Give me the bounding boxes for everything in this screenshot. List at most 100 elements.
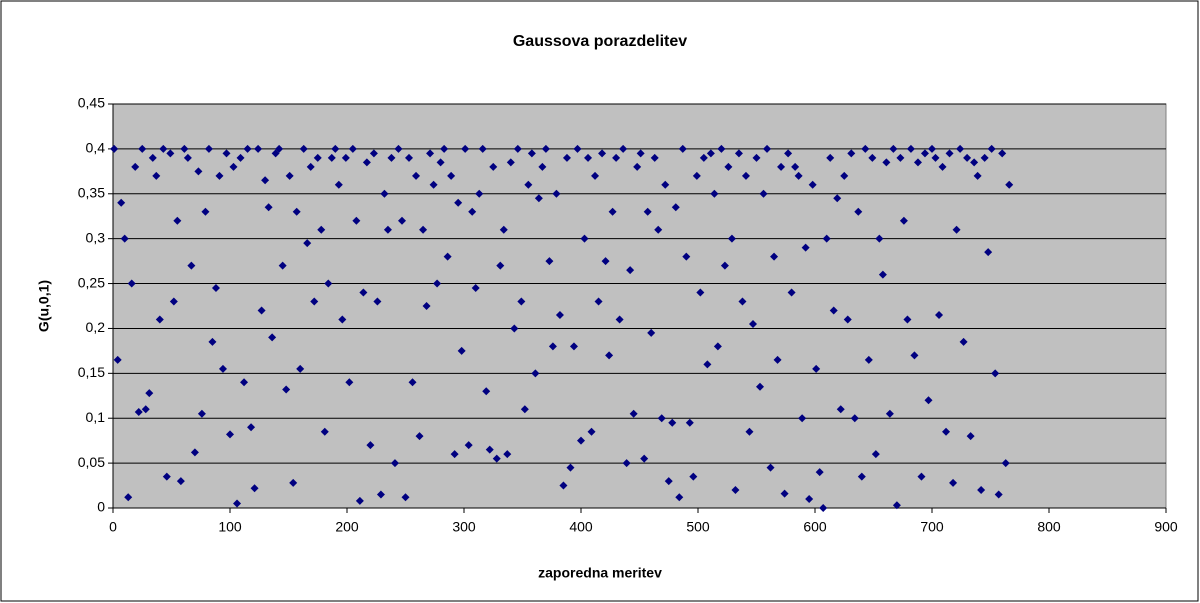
data-point [1005, 180, 1014, 189]
data-point [956, 144, 965, 153]
data-point [541, 144, 550, 153]
data-point [226, 430, 234, 439]
data-point [499, 225, 508, 234]
data-point [784, 149, 793, 158]
data-point [176, 477, 185, 486]
data-point [233, 499, 242, 508]
data-point [331, 144, 340, 153]
data-point [278, 261, 287, 270]
data-point [647, 328, 656, 337]
data-point [752, 153, 761, 162]
data-point [636, 149, 645, 158]
data-point [892, 501, 901, 510]
data-point [773, 355, 782, 364]
data-point [587, 427, 596, 436]
x-tick-label: 0 [109, 519, 117, 535]
data-point [534, 194, 543, 203]
data-point [878, 270, 887, 279]
data-point [243, 144, 252, 153]
data-point [864, 355, 873, 364]
data-point [510, 324, 519, 333]
data-point [748, 319, 757, 328]
data-point [591, 171, 600, 180]
data-point [240, 378, 249, 387]
x-axis-label: zaporedna meritev [538, 565, 662, 581]
chart-title: Gaussova porazdelitev [513, 33, 687, 50]
data-point [942, 427, 951, 436]
data-point [517, 297, 526, 306]
data-point [770, 252, 779, 261]
data-point [250, 484, 259, 493]
data-point [299, 144, 308, 153]
data-point [629, 409, 638, 418]
data-point [457, 346, 466, 355]
data-point [426, 149, 435, 158]
data-point [454, 198, 463, 207]
data-point [447, 171, 456, 180]
x-tick-label: 800 [1037, 519, 1061, 535]
data-point [222, 149, 231, 158]
data-point [527, 149, 536, 158]
y-tick-label: 0,35 [78, 184, 105, 200]
data-point [320, 427, 329, 436]
data-point [569, 342, 578, 351]
data-point [180, 144, 189, 153]
data-point [211, 284, 220, 293]
data-point [787, 288, 796, 297]
data-point [120, 234, 129, 243]
data-point [703, 360, 712, 369]
data-point [913, 158, 922, 167]
data-point [871, 450, 880, 459]
data-point [485, 445, 494, 454]
y-tick-label: 0,15 [78, 364, 105, 380]
data-point [692, 171, 701, 180]
data-point [854, 207, 863, 216]
data-point [664, 477, 673, 486]
data-point [282, 385, 291, 394]
data-point [313, 153, 322, 162]
data-point [296, 364, 305, 373]
data-point [654, 225, 663, 234]
data-point [885, 409, 894, 418]
data-point [643, 207, 652, 216]
data-point [289, 478, 298, 487]
data-point [380, 189, 389, 198]
data-point [190, 448, 199, 457]
data-point [805, 495, 814, 504]
data-point [506, 158, 515, 167]
data-point [173, 216, 182, 225]
data-point [134, 407, 143, 416]
data-point [994, 490, 1003, 499]
data-point [275, 144, 284, 153]
data-point [580, 234, 589, 243]
data-point [977, 486, 986, 495]
data-point [766, 463, 775, 472]
data-point [720, 261, 729, 270]
data-point [545, 257, 554, 266]
data-point [622, 459, 631, 468]
data-point [124, 493, 133, 502]
data-point [678, 144, 687, 153]
data-point [710, 189, 719, 198]
data-point [1001, 459, 1010, 468]
data-point [928, 144, 936, 153]
data-point [538, 162, 547, 171]
x-tick-label: 200 [335, 519, 359, 535]
y-tick-label: 0,1 [86, 409, 106, 425]
data-point [608, 207, 617, 216]
data-point [798, 414, 807, 423]
data-point [327, 153, 336, 162]
data-point [152, 171, 161, 180]
data-point [117, 198, 126, 207]
data-point [910, 351, 919, 360]
x-tick-label: 300 [452, 519, 476, 535]
data-point [110, 144, 119, 153]
data-point [794, 171, 803, 180]
data-point [348, 144, 357, 153]
data-point [917, 472, 926, 481]
y-tick-label: 0,25 [78, 274, 105, 290]
data-point [475, 189, 484, 198]
data-point [204, 144, 213, 153]
data-point [882, 158, 891, 167]
data-point [745, 427, 754, 436]
